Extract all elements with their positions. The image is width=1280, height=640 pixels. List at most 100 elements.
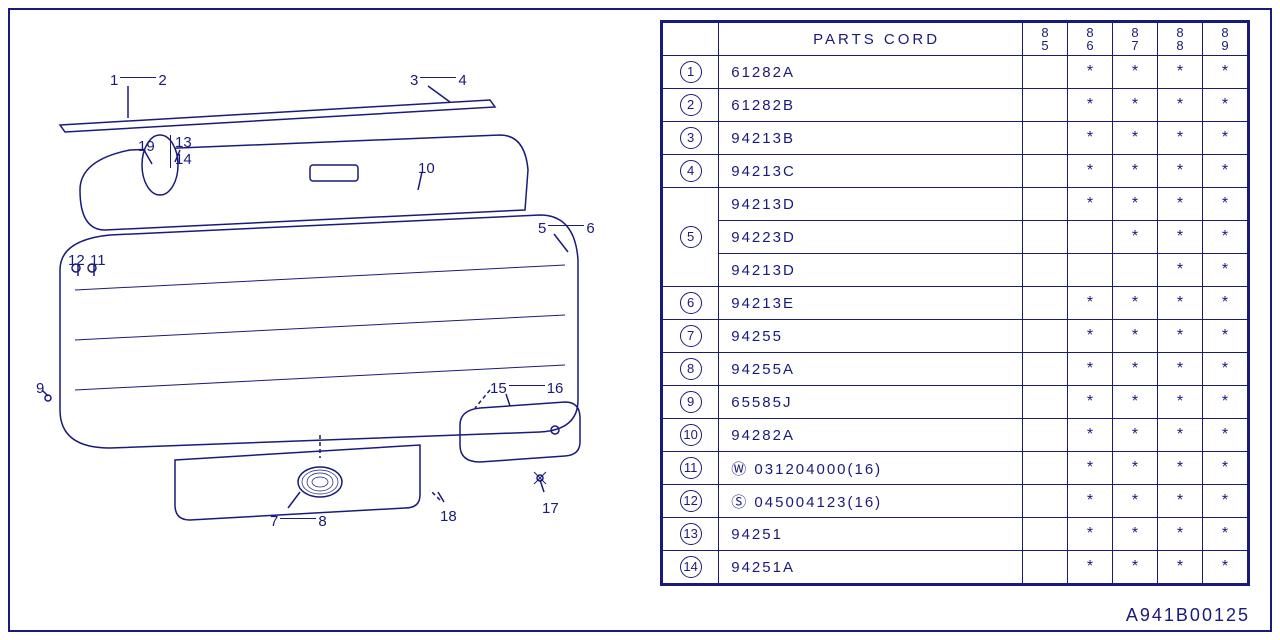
callout-c13: 1314 (170, 135, 192, 168)
table-row: 494213C**** (663, 155, 1248, 188)
yr-0: 85 (1041, 26, 1048, 52)
parts-code: 94213D (719, 188, 1023, 221)
mark-cell: * (1158, 188, 1203, 221)
col-index (663, 23, 719, 56)
table-row: 794255**** (663, 320, 1248, 353)
col-y3: 88 (1158, 23, 1203, 56)
mark-cell: * (1158, 518, 1203, 551)
mark-cell: * (1203, 155, 1248, 188)
idx-cell: 12 (663, 485, 719, 518)
idx-cell: 7 (663, 320, 719, 353)
mark-cell (1023, 485, 1068, 518)
mark-cell (1023, 518, 1068, 551)
callout-c3: 34 (410, 72, 467, 89)
mark-cell: * (1113, 386, 1158, 419)
table-row: 94213D** (663, 254, 1248, 287)
mark-cell: * (1158, 485, 1203, 518)
yr-2: 87 (1131, 26, 1138, 52)
table-row: 261282B**** (663, 89, 1248, 122)
mark-cell: * (1203, 452, 1248, 485)
parts-table: PARTS CORD 85 86 87 88 89 161282A****261… (660, 20, 1250, 586)
mark-cell: * (1203, 386, 1248, 419)
mark-cell (1023, 353, 1068, 386)
parts-code: 61282B (719, 89, 1023, 122)
parts-code: Ⓦ 031204000(16) (719, 452, 1023, 485)
idx-cell: 8 (663, 353, 719, 386)
callout-c1: 12 (110, 72, 167, 89)
parts-code: 94255 (719, 320, 1023, 353)
idx-cell: 14 (663, 551, 719, 584)
mark-cell (1023, 89, 1068, 122)
yr-1: 86 (1086, 26, 1093, 52)
col-y2: 87 (1113, 23, 1158, 56)
mark-cell (1023, 419, 1068, 452)
mark-cell: * (1203, 56, 1248, 89)
idx-cell: 11 (663, 452, 719, 485)
mark-cell: * (1158, 155, 1203, 188)
parts-code: 94251 (719, 518, 1023, 551)
mark-cell: * (1068, 419, 1113, 452)
col-y0: 85 (1023, 23, 1068, 56)
mark-cell: * (1068, 287, 1113, 320)
mark-cell: * (1203, 221, 1248, 254)
idx-cell: 5 (663, 188, 719, 287)
col-y1: 86 (1068, 23, 1113, 56)
idx-cell: 1 (663, 56, 719, 89)
parts-code: 94213B (719, 122, 1023, 155)
table-row: 594213D**** (663, 188, 1248, 221)
idx-cell: 4 (663, 155, 719, 188)
table-row: 394213B**** (663, 122, 1248, 155)
mark-cell (1068, 254, 1113, 287)
mark-cell: * (1068, 485, 1113, 518)
parts-code: 94223D (719, 221, 1023, 254)
mark-cell (1023, 254, 1068, 287)
mark-cell: * (1158, 56, 1203, 89)
idx-cell: 10 (663, 419, 719, 452)
mark-cell: * (1203, 89, 1248, 122)
mark-cell: * (1203, 122, 1248, 155)
mark-cell (1023, 386, 1068, 419)
table-row: 1494251A**** (663, 551, 1248, 584)
callout-c12: 12 (68, 252, 85, 269)
mark-cell (1113, 254, 1158, 287)
drawing-id: A941B00125 (1126, 605, 1250, 626)
mark-cell: * (1158, 419, 1203, 452)
idx-cell: 2 (663, 89, 719, 122)
mark-cell (1023, 221, 1068, 254)
parts-table-grid: PARTS CORD 85 86 87 88 89 161282A****261… (662, 22, 1248, 584)
mark-cell: * (1158, 386, 1203, 419)
mark-cell: * (1203, 419, 1248, 452)
mark-cell: * (1068, 518, 1113, 551)
mark-cell: * (1113, 452, 1158, 485)
exploded-diagram: 1234 1314191056111297815161817 (20, 30, 620, 550)
callout-c11: 11 (90, 252, 106, 269)
table-row: 894255A**** (663, 353, 1248, 386)
mark-cell: * (1068, 188, 1113, 221)
callout-c17: 17 (542, 500, 559, 517)
mark-cell (1023, 452, 1068, 485)
mark-cell (1023, 56, 1068, 89)
callout-c15: 1516 (490, 380, 563, 397)
callout-c5: 56 (538, 220, 595, 237)
callout-c10: 10 (418, 160, 435, 177)
parts-code: 94255A (719, 353, 1023, 386)
mark-cell: * (1113, 122, 1158, 155)
mark-cell: * (1068, 122, 1113, 155)
mark-cell: * (1113, 155, 1158, 188)
col-parts-header: PARTS CORD (719, 23, 1023, 56)
idx-cell: 6 (663, 287, 719, 320)
mark-cell: * (1203, 287, 1248, 320)
mark-cell: * (1068, 56, 1113, 89)
parts-code: Ⓢ 045004123(16) (719, 485, 1023, 518)
parts-code: 65585J (719, 386, 1023, 419)
table-row: 12Ⓢ 045004123(16)**** (663, 485, 1248, 518)
callout-c7: 78 (270, 513, 327, 530)
mark-cell (1023, 155, 1068, 188)
diagram-svg (20, 30, 620, 550)
mark-cell: * (1113, 551, 1158, 584)
mark-cell: * (1113, 353, 1158, 386)
yr-3: 88 (1176, 26, 1183, 52)
mark-cell: * (1113, 56, 1158, 89)
mark-cell: * (1158, 122, 1203, 155)
parts-code: 94251A (719, 551, 1023, 584)
